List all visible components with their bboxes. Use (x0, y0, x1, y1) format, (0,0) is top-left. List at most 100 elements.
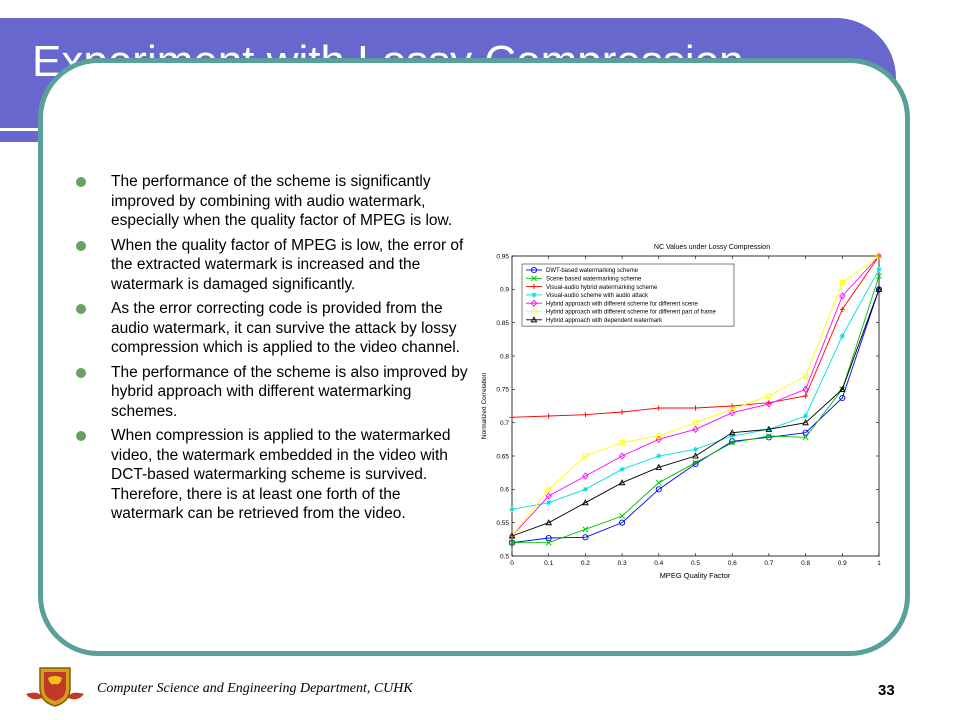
diamond-marker (530, 299, 538, 307)
x-marker (509, 539, 515, 546)
star-marker (876, 266, 882, 272)
bullet-text: The performance of the scheme is also im… (111, 363, 468, 420)
triangle-marker (545, 519, 553, 526)
triangle-marker (530, 316, 538, 323)
footer-text: Computer Science and Engineering Departm… (97, 681, 413, 696)
x-marker (876, 273, 882, 279)
bullet-dot-icon (76, 367, 86, 378)
x-tick-label: 0.9 (838, 560, 847, 567)
diamond-marker (765, 400, 773, 408)
y-tick-label: 0.75 (496, 387, 509, 394)
y-tick-label: 0.55 (496, 520, 509, 527)
diamond-marker (582, 472, 589, 480)
x-tick-label: 0 (510, 560, 514, 567)
circle-marker (530, 266, 538, 274)
square-marker (619, 440, 625, 446)
bullet-dot-icon (76, 304, 86, 314)
diamond-marker (839, 292, 846, 300)
legend-label: Visual-audio scheme with audio attack (546, 293, 649, 299)
square-marker (692, 420, 699, 426)
series-group (508, 285, 883, 539)
star-marker (803, 413, 809, 419)
x-marker (729, 439, 736, 446)
x-tick-label: 1 (877, 560, 881, 567)
square-marker (531, 308, 537, 315)
plus-marker (656, 405, 662, 411)
bullet-text: The performance of the scheme is signifi… (111, 173, 453, 229)
diamond-marker (545, 492, 552, 500)
bullet-text: When the quality factor of MPEG is low, … (111, 236, 464, 293)
bullet-item: When the quality factor of MPEG is low, … (76, 236, 468, 295)
circle-marker (582, 534, 589, 541)
x-marker (545, 539, 552, 546)
triangle-marker (728, 429, 736, 436)
square-marker (546, 486, 552, 492)
bullet-list: The performance of the scheme is signifi… (76, 172, 468, 529)
star-marker (656, 453, 662, 459)
triangle-marker (838, 385, 846, 392)
bullet-dot-icon (76, 431, 86, 441)
star-marker (546, 500, 552, 506)
plus-marker (803, 393, 809, 399)
series-line (511, 255, 880, 537)
triangle-marker (802, 419, 809, 426)
triangle-marker (618, 479, 626, 486)
star-marker (531, 292, 537, 298)
series-group (509, 253, 882, 539)
circle-marker (655, 486, 662, 493)
series-line (511, 289, 880, 537)
legend-label: Visual-audio hybrid watermarking scheme (546, 285, 658, 291)
star-marker (729, 433, 735, 439)
star-marker (619, 466, 625, 472)
bullet-dot-icon (76, 177, 86, 187)
star-marker (582, 486, 588, 492)
bullet-item: The performance of the scheme is signifi… (76, 172, 468, 231)
legend-box (521, 263, 735, 327)
plus-marker (839, 306, 845, 312)
chart-title: NC Values under Lossy Compression (654, 244, 770, 251)
circle-marker (619, 519, 626, 526)
plus-marker (692, 405, 699, 411)
x-tick-label: 0.1 (544, 560, 553, 567)
x-tick-label: 0.5 (691, 560, 700, 567)
x-tick-label: 0.8 (801, 560, 810, 567)
x-marker (765, 433, 772, 439)
x-marker (619, 513, 626, 519)
star-marker (509, 506, 515, 512)
square-marker (766, 393, 772, 399)
diamond-marker (802, 385, 809, 394)
plus-marker (582, 412, 588, 418)
bullet-item: The performance of the scheme is also im… (76, 363, 468, 422)
x-marker (582, 526, 589, 533)
circle-marker (839, 394, 846, 402)
x-marker (655, 479, 662, 486)
nc-line-chart: NC Values under Lossy Compression 0 0.1 0.… (481, 244, 883, 580)
square-marker (876, 253, 882, 259)
page-number: 33 (878, 682, 895, 699)
circle-marker (729, 438, 736, 445)
diamond-marker (875, 252, 883, 260)
y-tick-label: 0.6 (500, 487, 509, 494)
star-marker (692, 446, 699, 452)
triangle-marker (765, 425, 773, 432)
legend-label: DWT-based watermarking scheme (546, 268, 639, 274)
university-crest-icon (26, 667, 84, 707)
x-tick-label: 0.7 (764, 560, 773, 567)
bullet-dot-icon (76, 240, 86, 251)
legend-label: Scene based watermarking scheme (546, 277, 642, 283)
x-tick-label: 0.2 (581, 560, 590, 567)
y-axis-label: Normalized Correlation (481, 372, 488, 439)
square-marker (839, 280, 845, 286)
x-tick-label: 0.3 (618, 560, 627, 567)
series-group (509, 266, 882, 512)
legend-label: Hybrid approach with different scheme fo… (546, 301, 699, 307)
x-marker (692, 459, 699, 466)
legend-label: Hybrid approach with different scheme fo… (546, 310, 717, 316)
bullet-item: When compression is applied to the water… (76, 426, 468, 524)
y-tick-label: 0.9 (500, 287, 509, 294)
diamond-marker (618, 452, 626, 460)
y-tick-label: 0.5 (500, 553, 509, 560)
series-lines (508, 252, 883, 546)
plus-marker (546, 413, 552, 419)
axis-ticks: 0 0.1 0.2 0.3 0.4 0.5 0.6 0.7 0.8 0.9 1 0.5 0.55 0.6 0… (496, 253, 881, 567)
